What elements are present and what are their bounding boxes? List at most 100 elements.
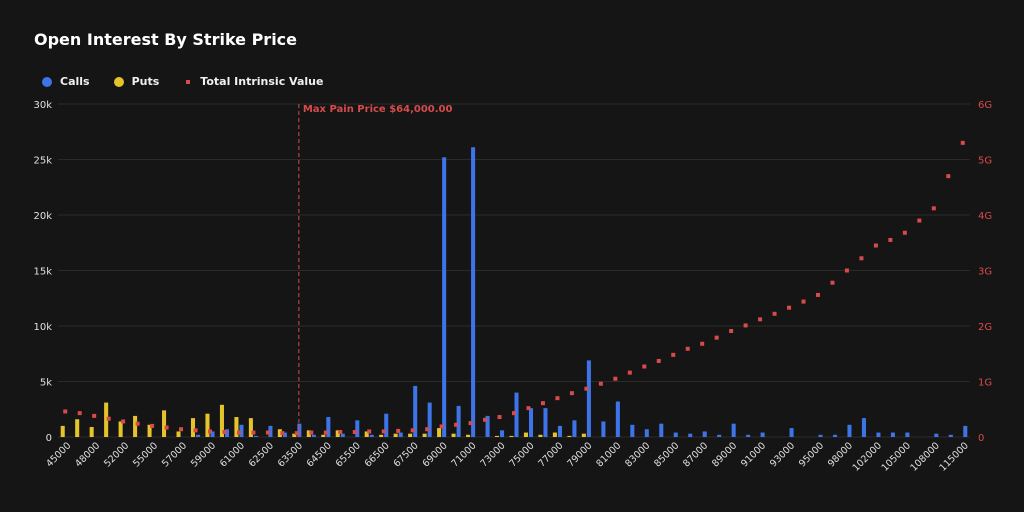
intrinsic-value-point bbox=[381, 429, 386, 434]
calls-bar bbox=[210, 431, 215, 437]
legend-item-puts[interactable]: Puts bbox=[113, 75, 160, 88]
intrinsic-value-point bbox=[179, 427, 184, 432]
chart-title: Open Interest By Strike Price bbox=[34, 30, 298, 49]
intrinsic-value-point bbox=[106, 416, 111, 421]
legend-label-calls: Calls bbox=[60, 75, 90, 88]
intrinsic-value-point bbox=[555, 396, 560, 401]
intrinsic-value-point bbox=[338, 430, 343, 435]
legend-label-puts: Puts bbox=[131, 75, 160, 88]
calls-bar bbox=[384, 413, 389, 437]
intrinsic-value-point bbox=[613, 376, 618, 381]
calls-bar bbox=[789, 428, 794, 437]
y-right-tick-label: 6G bbox=[978, 100, 992, 111]
calls-bar bbox=[586, 360, 591, 437]
calls-bar bbox=[500, 430, 505, 437]
y-right-tick-label: 2G bbox=[978, 322, 992, 333]
intrinsic-value-point bbox=[627, 370, 632, 375]
puts-bar bbox=[133, 415, 138, 437]
intrinsic-value-point bbox=[743, 323, 748, 328]
x-tick-label: 85000 bbox=[652, 440, 681, 469]
x-tick-label: 52000 bbox=[102, 440, 131, 469]
intrinsic-value-point bbox=[656, 358, 661, 363]
legend-item-calls[interactable]: Calls bbox=[42, 75, 90, 88]
x-tick-label: 62500 bbox=[247, 440, 276, 469]
intrinsic-value-point bbox=[208, 429, 212, 434]
intrinsic-value-point bbox=[598, 381, 603, 386]
puts-bar bbox=[219, 404, 224, 437]
intrinsic-value-point bbox=[135, 421, 140, 426]
puts-bar bbox=[147, 424, 152, 437]
intrinsic-value-point bbox=[729, 328, 734, 333]
calls-legend-icon bbox=[42, 76, 52, 87]
puts-bar bbox=[75, 419, 80, 437]
calls-bar bbox=[398, 432, 403, 437]
intrinsic-value-point bbox=[236, 430, 241, 435]
x-tick-label: 105000 bbox=[880, 440, 913, 473]
puts-bar bbox=[422, 433, 427, 437]
x-tick-label: 66500 bbox=[363, 440, 392, 469]
intrinsic-value-point bbox=[512, 411, 516, 416]
calls-bar bbox=[861, 418, 866, 437]
y-right-tick-label: 1G bbox=[978, 378, 992, 389]
calls-bar bbox=[196, 434, 201, 437]
puts-bar bbox=[451, 433, 456, 437]
calls-bar bbox=[832, 434, 838, 437]
y-right-tick-label: 3G bbox=[978, 267, 992, 278]
intrinsic-value-point bbox=[121, 419, 126, 424]
calls-bar bbox=[485, 415, 490, 437]
x-tick-label: 73000 bbox=[478, 440, 507, 469]
intrinsic-value-point bbox=[323, 430, 328, 435]
intrinsic-value-point bbox=[700, 341, 705, 346]
x-tick-label: 61000 bbox=[218, 440, 247, 469]
puts-bar bbox=[567, 435, 572, 437]
puts-bar bbox=[162, 410, 167, 437]
intrinsic-value-point bbox=[63, 409, 68, 414]
puts-bar bbox=[190, 418, 196, 437]
calls-bar bbox=[413, 385, 418, 437]
intrinsic-value-point bbox=[280, 431, 285, 436]
calls-bar bbox=[268, 425, 273, 437]
puts-bar bbox=[408, 433, 413, 437]
x-tick-label: 48000 bbox=[73, 440, 102, 469]
intrinsic-value-point bbox=[222, 430, 227, 435]
calls-bar bbox=[760, 432, 765, 437]
intrinsic-value-point bbox=[758, 317, 763, 322]
puts-bar bbox=[509, 435, 514, 437]
intrinsic-value-point bbox=[902, 230, 907, 235]
calls-bar bbox=[326, 417, 331, 437]
x-tick-label: 77000 bbox=[536, 440, 565, 469]
calls-bar bbox=[746, 434, 751, 437]
intrinsic-value-point bbox=[642, 364, 647, 369]
x-tick-label: 69000 bbox=[421, 440, 450, 469]
calls-bar bbox=[528, 408, 534, 437]
calls-bar bbox=[731, 423, 736, 437]
intrinsic-value-point bbox=[454, 422, 459, 427]
intrinsic-value-point bbox=[396, 428, 401, 433]
puts-bar bbox=[335, 430, 340, 437]
x-tick-label: 115000 bbox=[937, 440, 970, 473]
y-left-tick-label: 30k bbox=[33, 100, 52, 111]
intrinsic-value-point bbox=[671, 352, 676, 357]
calls-bar bbox=[456, 405, 461, 437]
calls-bar bbox=[572, 420, 577, 437]
calls-bar bbox=[847, 424, 852, 437]
calls-bar bbox=[630, 424, 635, 437]
legend-item-intrinsic[interactable]: Total Intrinsic Value bbox=[183, 75, 323, 88]
intrinsic-value-point bbox=[193, 428, 198, 433]
puts-bar bbox=[321, 434, 326, 437]
calls-bar bbox=[702, 431, 707, 437]
puts-bar bbox=[292, 433, 297, 437]
intrinsic-value-point bbox=[830, 280, 835, 285]
y-right-tick-label: 0 bbox=[978, 433, 984, 444]
x-tick-label: 67500 bbox=[392, 440, 421, 469]
intrinsic-value-point bbox=[844, 268, 849, 273]
calls-bar bbox=[224, 429, 230, 437]
intrinsic-value-point bbox=[251, 430, 256, 435]
puts-bar bbox=[104, 402, 109, 437]
y-left-tick-label: 0 bbox=[46, 433, 52, 444]
x-tick-label: 64500 bbox=[305, 440, 334, 469]
intrinsic-value-point bbox=[497, 415, 502, 420]
puts-bar bbox=[393, 433, 398, 437]
intrinsic-value-point bbox=[584, 386, 589, 391]
